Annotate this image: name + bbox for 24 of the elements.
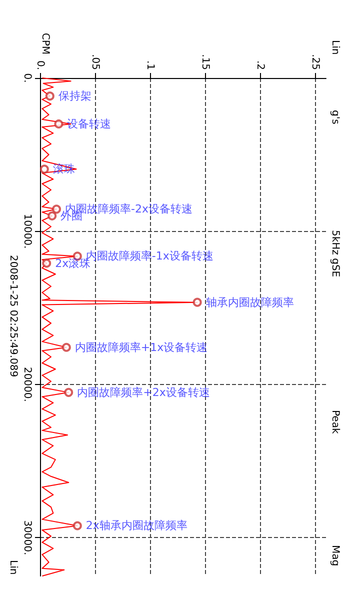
text: Mag (330, 545, 340, 566)
x-tick-label: .15 (200, 54, 210, 70)
x-tick-label: .2 (254, 60, 266, 70)
x-tick-label: 0. (34, 60, 46, 70)
y-tick-label: 30000. (22, 520, 32, 556)
y-axis-title: CPM (40, 32, 50, 55)
annotation: 设备转速 (67, 117, 112, 130)
y-tick-label: 10000. (22, 214, 32, 249)
text: Lin (330, 40, 340, 55)
annotation: 轴承内圈故障频率 (206, 296, 294, 309)
text: 2008-1-25 02:25:49.089 (8, 255, 18, 378)
annotation: 内圈故障频率+2x设备转速 (77, 386, 210, 399)
text: 5kHz gSE (330, 230, 340, 278)
annotation: 2x轴承内圈故障频率 (86, 519, 188, 532)
y-tick-label: 0. (22, 73, 32, 83)
text: Peak (330, 410, 340, 434)
text: g's (330, 110, 340, 124)
annotation: 内圈故障频率+1x设备转速 (74, 340, 208, 354)
text: Lin (8, 560, 18, 575)
annotation: 保持架 (58, 90, 92, 103)
x-tick-label: .25 (310, 54, 320, 70)
y-tick-label: 20000. (22, 366, 32, 402)
x-tick-label: .05 (90, 54, 100, 70)
x-tick-label: .1 (144, 60, 156, 70)
